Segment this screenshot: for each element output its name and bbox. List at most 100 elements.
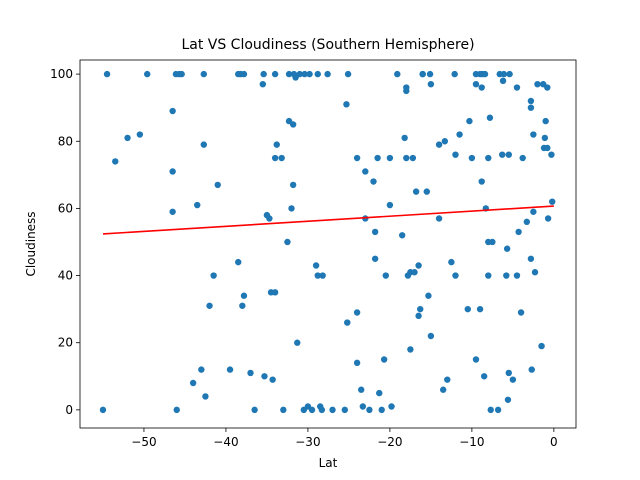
point: [240, 70, 248, 78]
point: [411, 269, 418, 276]
point: [398, 232, 406, 239]
point: [288, 205, 295, 212]
point: [278, 154, 285, 162]
point: [468, 154, 476, 162]
y-tick-label: 100: [50, 67, 73, 81]
point: [144, 70, 151, 78]
point: [503, 245, 511, 252]
point: [280, 406, 287, 414]
point: [319, 272, 326, 279]
point: [173, 406, 180, 414]
point: [261, 373, 268, 380]
point: [353, 154, 361, 162]
point: [515, 228, 522, 236]
point: [343, 101, 350, 108]
point: [308, 406, 316, 414]
point: [427, 332, 435, 340]
point: [549, 198, 556, 205]
point: [485, 154, 492, 162]
point: [271, 289, 279, 296]
point: [403, 154, 410, 162]
point: [544, 144, 551, 152]
point: [178, 70, 185, 78]
point: [544, 84, 551, 91]
point: [441, 138, 449, 145]
point: [247, 369, 254, 377]
x-tick-label: −40: [213, 435, 238, 449]
y-tick-label: 80: [58, 134, 73, 148]
point: [271, 70, 279, 78]
point: [306, 70, 313, 78]
point: [500, 70, 508, 78]
x-tick-label: −20: [377, 435, 402, 449]
point: [541, 134, 549, 142]
x-tick-label: −50: [131, 435, 156, 449]
point: [376, 389, 383, 397]
point: [530, 131, 537, 138]
point: [401, 134, 408, 142]
point: [444, 376, 451, 383]
point: [198, 366, 205, 373]
point: [226, 366, 234, 373]
chart-title: Lat VS Cloudiness (Southern Hemisphere): [181, 37, 474, 53]
point: [519, 154, 526, 162]
point: [513, 272, 521, 279]
point: [200, 141, 207, 148]
point: [266, 215, 273, 222]
point: [214, 181, 221, 189]
point: [371, 228, 379, 236]
point: [284, 238, 291, 246]
point: [423, 188, 430, 195]
point: [417, 305, 424, 313]
point: [527, 255, 535, 262]
point: [530, 208, 537, 215]
point: [388, 403, 395, 410]
point: [341, 406, 349, 414]
point: [378, 406, 385, 414]
point: [505, 369, 512, 377]
point: [538, 342, 545, 350]
point: [464, 305, 471, 313]
point: [476, 305, 484, 313]
point: [269, 376, 276, 383]
y-tick-label: 20: [58, 336, 73, 350]
point: [314, 272, 321, 279]
point: [412, 188, 420, 195]
point: [426, 70, 434, 78]
point: [486, 114, 494, 121]
point: [124, 134, 131, 142]
point: [292, 74, 299, 81]
point: [240, 292, 248, 299]
point: [200, 70, 207, 78]
point: [481, 70, 489, 78]
point: [194, 201, 201, 209]
point: [271, 154, 279, 162]
plot-frame: [79, 59, 577, 429]
point: [324, 70, 331, 78]
point: [314, 70, 321, 78]
point: [415, 312, 422, 320]
point: [329, 406, 336, 414]
point: [344, 319, 351, 326]
point: [435, 215, 443, 222]
point: [239, 302, 246, 309]
x-tick-label: 0: [550, 435, 558, 449]
point: [485, 272, 492, 279]
point: [407, 346, 414, 353]
point: [374, 154, 381, 162]
point: [478, 84, 485, 91]
point: [452, 272, 459, 279]
point: [386, 201, 394, 209]
point: [531, 269, 539, 276]
point: [103, 70, 111, 78]
point: [527, 97, 535, 105]
point: [99, 406, 107, 414]
point: [409, 154, 417, 162]
point: [136, 131, 144, 138]
point: [353, 309, 361, 316]
point: [312, 262, 320, 269]
point: [289, 181, 297, 189]
point: [169, 107, 176, 115]
